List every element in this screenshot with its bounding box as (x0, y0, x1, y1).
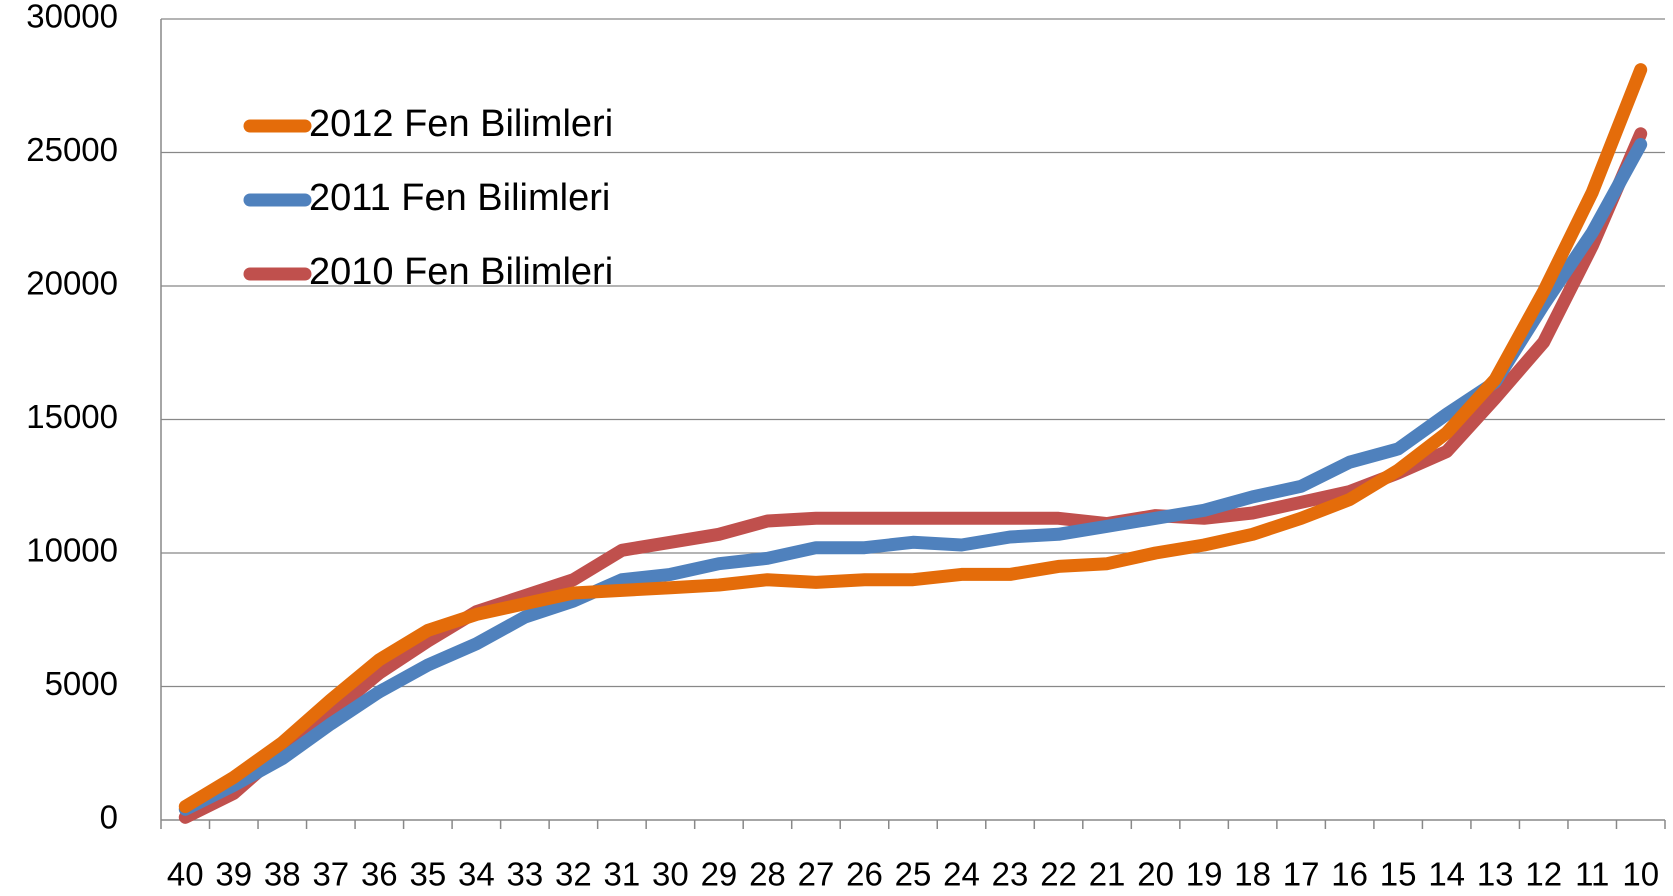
x-tick-label: 20 (1137, 856, 1174, 893)
x-tick-label: 33 (507, 856, 544, 893)
x-tick-label: 10 (1622, 856, 1659, 893)
y-tick-label: 20000 (26, 265, 118, 302)
series-line (178, 138, 1648, 816)
x-tick-label: 34 (458, 856, 495, 893)
x-tick-label: 25 (895, 856, 932, 893)
x-tick-label: 19 (1186, 856, 1223, 893)
x-tick-label: 39 (215, 856, 252, 893)
y-tick-label: 30000 (26, 0, 118, 35)
x-tick-label: 37 (312, 856, 349, 893)
x-tick-label: 12 (1525, 856, 1562, 893)
x-tick-label: 24 (943, 856, 980, 893)
legend-label: 2012 Fen Bilimleri (309, 103, 613, 145)
x-tick-label: 31 (604, 856, 641, 893)
y-tick-label: 0 (100, 799, 118, 836)
series-line (178, 63, 1648, 814)
x-tick-label: 28 (749, 856, 786, 893)
x-tick-label: 35 (409, 856, 446, 893)
y-tick-label: 15000 (26, 398, 118, 435)
y-tick-label: 5000 (45, 665, 118, 702)
x-tick-label: 40 (167, 856, 204, 893)
x-tick-label: 21 (1089, 856, 1126, 893)
x-tick-label: 27 (798, 856, 835, 893)
legend-label: 2011 Fen Bilimleri (309, 177, 610, 219)
x-tick-label: 11 (1575, 856, 1609, 893)
y-tick-label: 10000 (26, 532, 118, 569)
x-tick-label: 16 (1331, 856, 1368, 893)
x-tick-label: 32 (555, 856, 592, 893)
x-tick-label: 38 (264, 856, 301, 893)
x-tick-label: 30 (652, 856, 689, 893)
x-tick-label: 36 (361, 856, 398, 893)
x-tick-label: 15 (1380, 856, 1417, 893)
x-tick-label: 18 (1234, 856, 1271, 893)
x-tick-label: 23 (992, 856, 1029, 893)
x-tick-label: 22 (1040, 856, 1077, 893)
x-tick-label: 14 (1428, 856, 1465, 893)
x-tick-label: 29 (701, 856, 738, 893)
x-tick-label: 26 (846, 856, 883, 893)
x-tick-label: 17 (1283, 856, 1320, 893)
series-line (178, 127, 1648, 824)
legend-label: 2010 Fen Bilimleri (309, 251, 613, 293)
x-tick-label: 13 (1477, 856, 1514, 893)
y-tick-label: 25000 (26, 131, 118, 168)
